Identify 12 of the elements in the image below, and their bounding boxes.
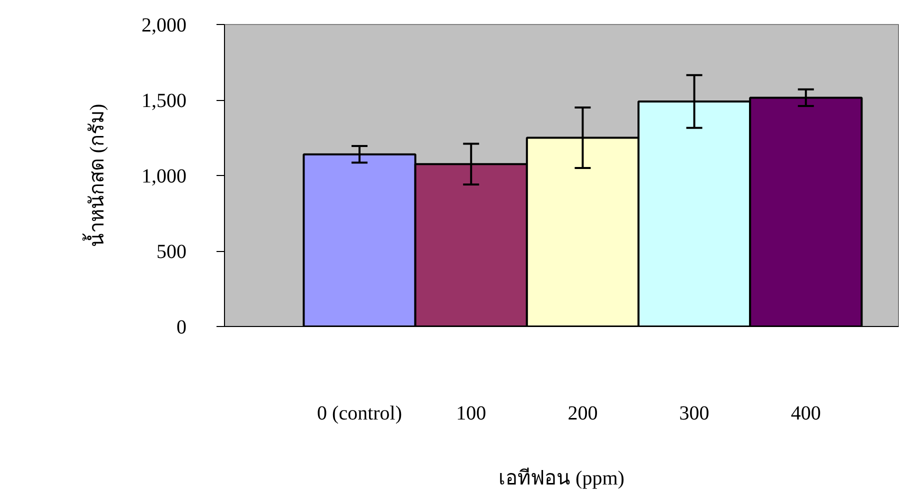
x-tick-label: 0 (control) [317, 402, 402, 424]
y-tick-label: 1,000 [142, 166, 186, 188]
x-tick-label: 100 [456, 402, 486, 424]
x-tick-label: 300 [679, 402, 710, 424]
y-tick-label: 0 [176, 316, 186, 338]
x-tick-label: 400 [790, 402, 821, 424]
x-axis-title: เอทีฟอน (ppm) [498, 468, 624, 490]
y-tick-label: 2,000 [142, 14, 186, 36]
x-tick-label: 200 [568, 402, 598, 424]
y-axis-title: น้ำหนักสด (กรัม) [82, 104, 108, 248]
y-tick-label: 1,500 [142, 90, 186, 112]
y-tick-label: 500 [156, 241, 186, 263]
